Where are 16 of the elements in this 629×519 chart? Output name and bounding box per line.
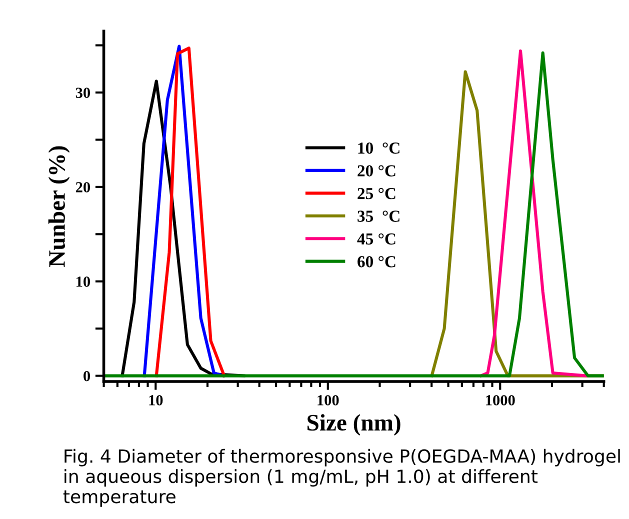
y-tick-label: 10: [76, 276, 90, 287]
legend-label: 25 °C: [358, 188, 396, 200]
y-tick-label: 30: [76, 88, 90, 98]
x-tick-label: 10: [149, 395, 163, 406]
x-axis-title: Size (nm): [308, 414, 400, 436]
x-tick-label: 1000: [486, 395, 515, 406]
y-tick-label: 20: [76, 182, 90, 192]
legend-label: 60 °C: [358, 256, 396, 268]
legend-label: 10 °C: [358, 142, 400, 154]
y-tick-label: 0: [84, 370, 90, 382]
y-axis-title: Nunber (%): [48, 146, 70, 267]
legend-label: 35 °C: [358, 210, 400, 222]
legend-label: 20 °C: [358, 165, 396, 176]
caption: Fig. 4 Diameter of thermoresponsive P(OEGDA-MAA) hydrogel in aqueous dispersion (1 mg/mL, pH 1.0) at different temperature: [63, 448, 620, 507]
legend-label: 45 °C: [357, 233, 396, 245]
x-tick-label: 100: [318, 395, 339, 406]
